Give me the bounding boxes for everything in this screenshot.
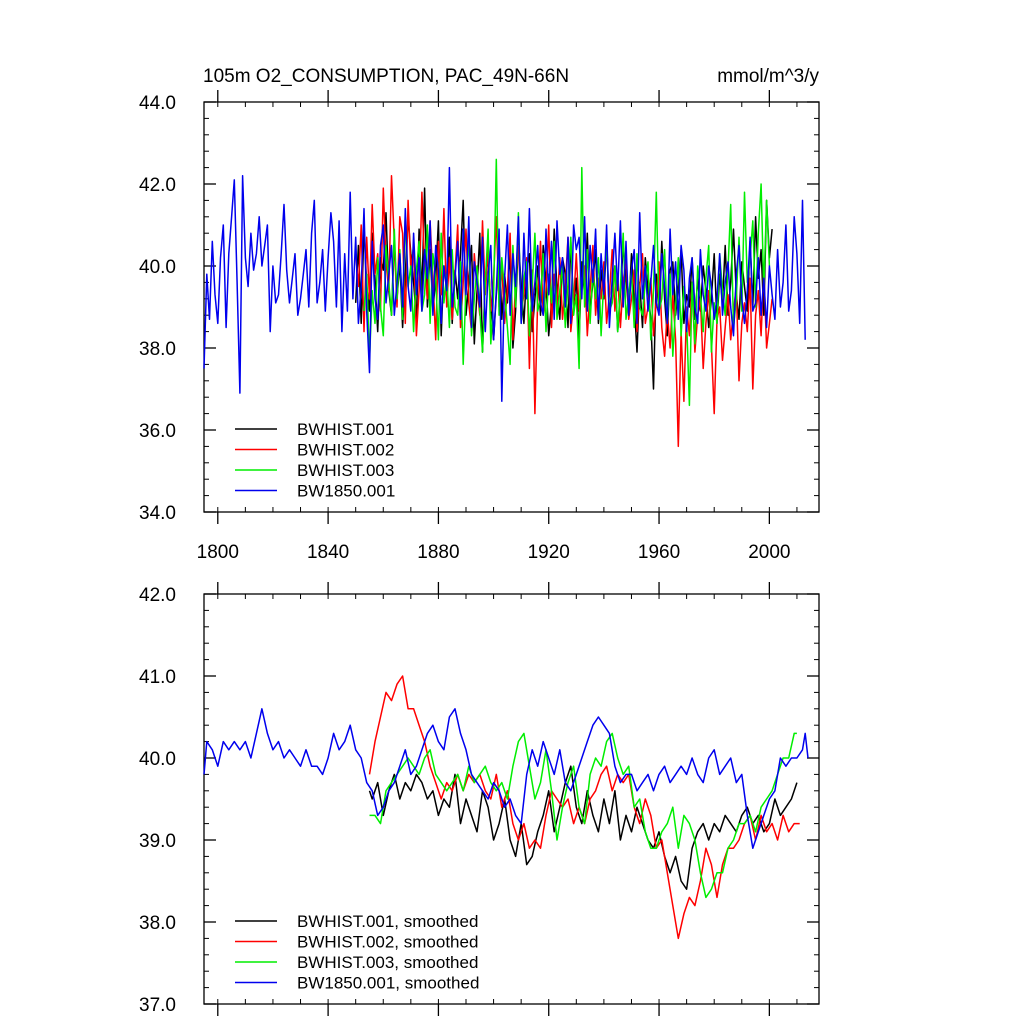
y-tick-label: 34.0: [139, 503, 176, 524]
bottom-panel-frame: [203, 593, 820, 1005]
y-tick-label: 40.0: [139, 257, 176, 278]
series-line-bwhist-003-smoothed: [369, 732, 797, 899]
top-panel-title: 105m O2_CONSUMPTION, PAC_49N-66N: [203, 66, 569, 87]
legend-label: BW1850.001, smoothed: [297, 974, 479, 993]
y-tick-label: 44.0: [139, 93, 176, 114]
series-line-bwhist-001-smoothed: [368, 765, 798, 890]
y-tick-label: 39.0: [139, 831, 176, 852]
bottom-panel: 37.0 38.0 39.0 40.0 41.0 42.0 BWHIST.001, smo…: [139, 582, 820, 1016]
legend-label: BWHIST.002: [297, 441, 394, 460]
legend-label: BWHIST.003: [297, 461, 394, 480]
legend-label: BWHIST.001, smoothed: [297, 912, 478, 931]
bottom-panel-axes: 37.0 38.0 39.0 40.0 41.0 42.0: [139, 582, 819, 1016]
y-tick-label: 42.0: [139, 585, 176, 606]
x-tick-label: 1800: [197, 542, 239, 563]
legend-label: BWHIST.003, smoothed: [297, 953, 478, 972]
legend-label: BW1850.001: [297, 482, 395, 501]
y-tick-label: 41.0: [139, 667, 176, 688]
x-tick-label: 1920: [528, 542, 570, 563]
x-tick-label: 2000: [748, 542, 790, 563]
x-tick-label: 1960: [638, 542, 680, 563]
bottom-panel-legend: BWHIST.001, smoothed BWHIST.002, smoothed…: [235, 912, 479, 993]
series-line-bwhist-001: [354, 187, 773, 390]
legend-label: BWHIST.002, smoothed: [297, 933, 478, 952]
series-line-bw1850-001-smoothed: [203, 708, 809, 849]
legend-label: BWHIST.001: [297, 420, 394, 439]
x-tick-label: 1840: [307, 542, 349, 563]
bottom-panel-lines: [203, 675, 809, 940]
y-tick-label: 37.0: [139, 995, 176, 1016]
y-tick-label: 40.0: [139, 749, 176, 770]
x-tick-label: 1880: [417, 542, 459, 563]
top-panel-lines: [203, 158, 806, 448]
y-tick-label: 36.0: [139, 421, 176, 442]
y-tick-label: 38.0: [139, 339, 176, 360]
y-tick-label: 42.0: [139, 175, 176, 196]
y-tick-label: 38.0: [139, 913, 176, 934]
top-panel: 105m O2_CONSUMPTION, PAC_49N-66N mmol/m^…: [139, 66, 820, 563]
top-panel-frame: [203, 101, 820, 513]
top-panel-axes: 1800 1840 1880 1920 1960 2000 34.0 36.0 38.0 40.0…: [139, 90, 819, 563]
top-panel-units: mmol/m^3/y: [717, 66, 819, 87]
series-line-bw1850-001: [203, 166, 806, 403]
